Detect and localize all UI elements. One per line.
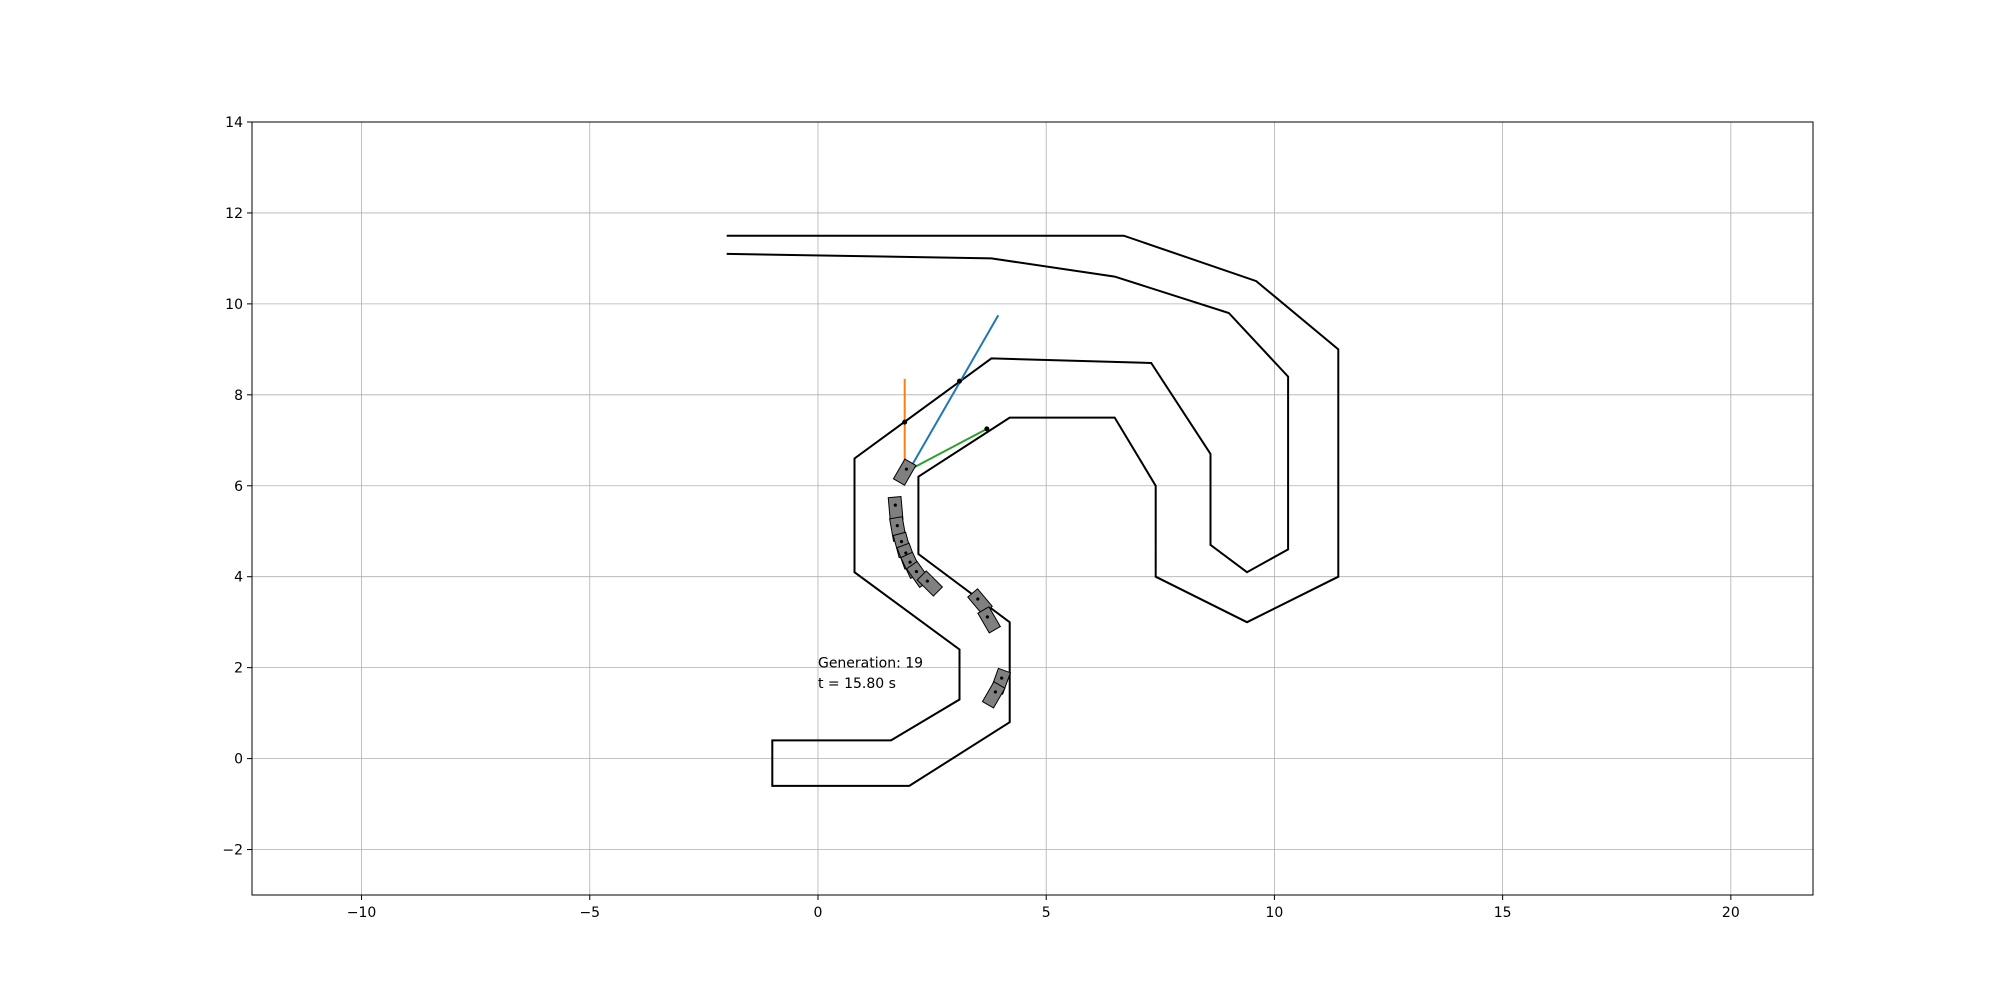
y-tick-label: 0 xyxy=(234,752,243,768)
car-marker xyxy=(914,569,919,574)
sensor-ray-1 xyxy=(908,314,1000,471)
y-tick-label: 8 xyxy=(234,388,243,404)
y-tick-label: 6 xyxy=(234,479,243,495)
car-marker xyxy=(993,690,998,694)
y-tick-label: 2 xyxy=(234,661,243,677)
axes-frame xyxy=(251,121,1814,896)
car xyxy=(892,458,917,486)
x-tick-label: 15 xyxy=(1494,905,1512,921)
x-tick-label: −5 xyxy=(579,905,600,921)
x-tick-label: 10 xyxy=(1265,905,1283,921)
y-tick-label: 10 xyxy=(225,297,243,313)
sensor-hit-point xyxy=(902,419,908,425)
y-axis-ticks: −2 0 2 4 6 8 10 12 14 xyxy=(222,115,252,859)
car-marker xyxy=(904,551,908,555)
car-body xyxy=(981,681,1006,709)
car-marker xyxy=(985,615,989,619)
grid-lines xyxy=(252,121,1813,895)
car xyxy=(916,570,944,597)
x-axis-ticks: −10 −5 0 5 10 15 20 xyxy=(347,895,1740,921)
car xyxy=(981,681,1006,709)
car-marker xyxy=(904,467,909,471)
track-boundary xyxy=(726,234,1340,787)
track xyxy=(726,234,1340,787)
x-tick-label: 0 xyxy=(814,905,823,921)
car-body xyxy=(916,570,944,597)
sensor-ray-3 xyxy=(908,428,988,471)
annotations: Generation: 19 t = 15.80 s xyxy=(818,656,923,692)
car-marker xyxy=(899,539,904,544)
sensor-hit-point xyxy=(984,426,990,432)
generation-label: Generation: 19 xyxy=(818,656,923,672)
car-marker xyxy=(893,503,897,507)
car-marker xyxy=(976,597,980,601)
time-label: t = 15.80 s xyxy=(818,676,896,692)
car-body xyxy=(977,606,1002,634)
x-tick-label: 5 xyxy=(1042,905,1051,921)
y-tick-label: 4 xyxy=(234,570,243,586)
y-tick-label: 12 xyxy=(225,206,243,222)
car xyxy=(977,606,1002,634)
cars xyxy=(887,458,1012,709)
y-tick-label: 14 xyxy=(225,115,243,131)
car-marker xyxy=(1000,676,1004,680)
car-marker xyxy=(908,560,912,564)
x-tick-label: 20 xyxy=(1722,905,1740,921)
sensor-rays xyxy=(902,314,1000,471)
car-marker xyxy=(925,579,929,583)
x-tick-label: −10 xyxy=(347,905,377,921)
car-marker xyxy=(895,524,899,528)
sensor-hit-point xyxy=(956,378,962,384)
car-body xyxy=(892,458,917,486)
y-tick-label: −2 xyxy=(222,843,243,859)
